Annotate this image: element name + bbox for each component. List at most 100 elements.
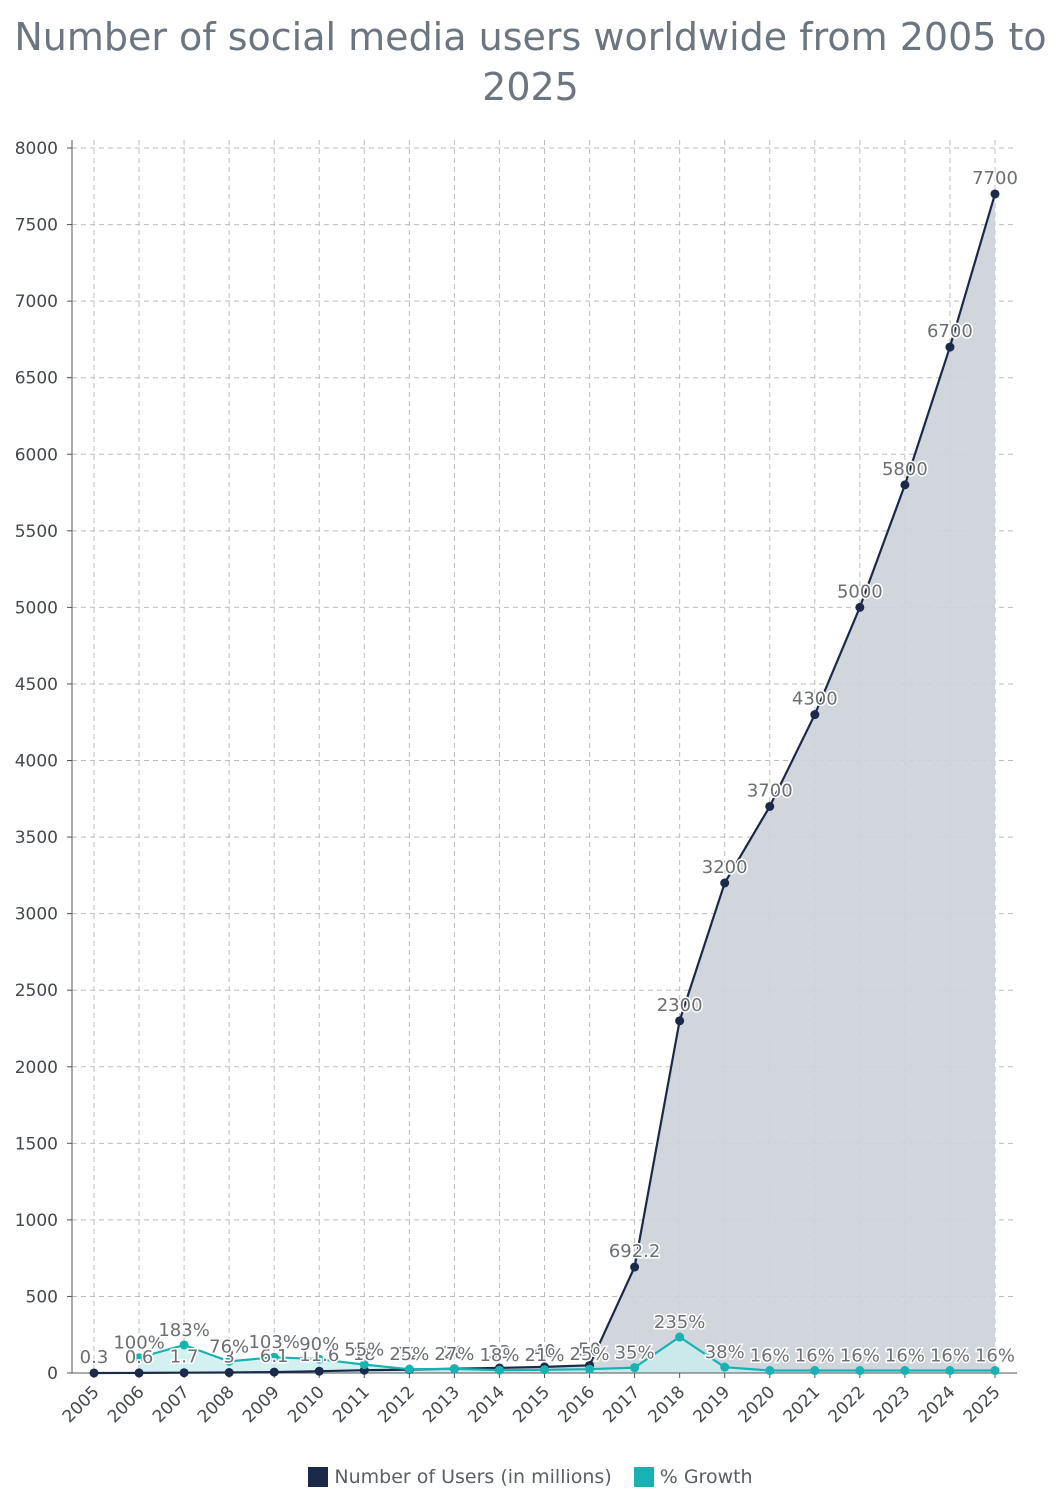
y-tick-label-3: 1500 bbox=[15, 1134, 58, 1154]
data-label-series-1-2006: 100% bbox=[113, 1333, 164, 1354]
y-tick-label-9: 4500 bbox=[15, 675, 58, 695]
x-tick-label-2005: 2005 bbox=[59, 1382, 104, 1427]
point-series-1-2019 bbox=[720, 1362, 730, 1372]
data-label-series-1-2016: 25% bbox=[570, 1344, 610, 1365]
chart-title: Number of social media users worldwide f… bbox=[14, 15, 1047, 109]
point-series-1-2022 bbox=[855, 1366, 865, 1376]
data-label-series-0-2020: 3700 bbox=[747, 780, 793, 801]
x-tick-label-2022: 2022 bbox=[825, 1382, 870, 1427]
point-series-1-2011 bbox=[359, 1360, 369, 1370]
data-label-series-1-2022: 16% bbox=[840, 1346, 880, 1367]
point-series-0-2019 bbox=[720, 878, 730, 888]
point-series-1-2024 bbox=[945, 1366, 955, 1376]
x-tick-label-2015: 2015 bbox=[509, 1382, 554, 1427]
x-tick-label-2016: 2016 bbox=[554, 1382, 599, 1427]
point-series-1-2009 bbox=[269, 1352, 279, 1362]
point-series-0-2018 bbox=[675, 1016, 685, 1026]
y-tick-label-14: 7000 bbox=[15, 292, 58, 312]
x-tick-label-2013: 2013 bbox=[419, 1382, 464, 1427]
data-label-series-1-2015: 21% bbox=[524, 1345, 564, 1366]
data-label-series-0-2006: 0.6 bbox=[125, 1347, 154, 1368]
data-label-series-0-2018: 2300 bbox=[657, 995, 703, 1016]
data-label-series-1-2014: 18% bbox=[479, 1345, 519, 1366]
data-label-series-1-2010: 90% bbox=[299, 1334, 339, 1355]
area-series-0 bbox=[94, 193, 995, 1373]
data-label-series-1-2020: 16% bbox=[750, 1346, 790, 1367]
legend: Number of Users (in millions) % Growth bbox=[0, 1466, 1061, 1488]
y-tick-label-2: 1000 bbox=[15, 1211, 58, 1231]
x-tick-label-2025: 2025 bbox=[960, 1382, 1005, 1427]
point-series-0-2023 bbox=[900, 480, 910, 490]
point-series-0-2021 bbox=[810, 710, 820, 720]
x-tick-label-2024: 2024 bbox=[915, 1382, 960, 1427]
legend-item-users[interactable]: Number of Users (in millions) bbox=[308, 1466, 612, 1488]
point-series-0-2022 bbox=[855, 602, 865, 612]
point-series-0-2007 bbox=[179, 1368, 189, 1378]
data-label-series-0-2024: 6700 bbox=[927, 321, 973, 342]
x-axis-ticks: 2005 2006 2007 2008 2009 2010 2011 2012 2013 2014… bbox=[59, 1373, 1005, 1427]
data-label-series-0-2014: 33 bbox=[488, 1342, 511, 1363]
legend-item-growth[interactable]: % Growth bbox=[633, 1466, 753, 1488]
data-label-series-0-2009: 6.1 bbox=[260, 1346, 289, 1367]
data-label-series-1-2025: 16% bbox=[975, 1346, 1015, 1367]
data-label-series-0-2021: 4300 bbox=[792, 689, 838, 710]
data-label-series-0-2022: 5000 bbox=[837, 581, 883, 602]
x-tick-label-2008: 2008 bbox=[194, 1382, 239, 1427]
data-label-series-1-2018: 235% bbox=[654, 1312, 705, 1333]
data-label-series-0-2013: 28 bbox=[443, 1343, 466, 1364]
x-tick-label-2010: 2010 bbox=[284, 1382, 329, 1427]
data-label-series-0-2007: 1.7 bbox=[170, 1347, 199, 1368]
point-series-0-2009 bbox=[269, 1367, 279, 1377]
y-tick-label-16: 8000 bbox=[15, 139, 58, 159]
data-label-series-0-2023: 5800 bbox=[882, 459, 928, 480]
point-series-1-2013 bbox=[449, 1364, 459, 1374]
legend-label-growth: % Growth bbox=[659, 1466, 753, 1488]
x-tick-label-2017: 2017 bbox=[599, 1382, 644, 1427]
point-series-0-2006 bbox=[134, 1368, 144, 1378]
point-series-1-2021 bbox=[810, 1366, 820, 1376]
y-tick-label-8: 4000 bbox=[15, 752, 58, 772]
data-label-series-0-2025: 7700 bbox=[972, 168, 1018, 189]
y-axis-ticks: 0 500 1000 1500 2000 2500 3000 3500 4000 4500 5000… bbox=[15, 139, 72, 1384]
point-series-0-2017 bbox=[630, 1262, 640, 1272]
data-label-series-1-2011: 55% bbox=[344, 1340, 384, 1361]
point-series-0-2020 bbox=[765, 801, 775, 811]
point-series-1-2006 bbox=[134, 1353, 144, 1363]
point-series-1-2014 bbox=[494, 1365, 504, 1375]
data-label-series-1-2019: 38% bbox=[705, 1342, 745, 1363]
x-tick-label-2006: 2006 bbox=[104, 1382, 149, 1427]
data-label-series-1-2021: 16% bbox=[795, 1346, 835, 1367]
point-series-1-2007 bbox=[179, 1340, 189, 1350]
data-label-series-1-2024: 16% bbox=[930, 1346, 970, 1367]
data-label-series-0-2011: 18 bbox=[353, 1344, 376, 1365]
y-tick-label-15: 7500 bbox=[15, 216, 58, 236]
y-tick-label-6: 3000 bbox=[15, 905, 58, 925]
x-tick-label-2021: 2021 bbox=[780, 1382, 825, 1427]
data-label-series-0-2017: 692.2 bbox=[609, 1241, 661, 1262]
line-series-1 bbox=[138, 1335, 995, 1372]
data-labels: 0.3 0.6 1.7 3 6.1 11.6 18 22 28 33 40 50 692.2 2300 32… bbox=[78, 166, 1019, 1369]
x-tick-label-2009: 2009 bbox=[239, 1382, 284, 1427]
y-tick-label-12: 6000 bbox=[15, 445, 58, 465]
x-tick-label-2014: 2014 bbox=[464, 1382, 509, 1427]
data-label-series-1-2023: 16% bbox=[885, 1346, 925, 1367]
data-label-series-1-2009: 103% bbox=[248, 1332, 299, 1353]
point-series-0-2008 bbox=[224, 1368, 234, 1378]
data-label-series-0-2019: 3200 bbox=[702, 857, 748, 878]
series-points bbox=[89, 189, 1000, 1378]
point-series-1-2017 bbox=[630, 1363, 640, 1373]
x-tick-label-2012: 2012 bbox=[374, 1382, 419, 1427]
data-label-series-1-2012: 25% bbox=[389, 1344, 429, 1365]
y-tick-label-10: 5000 bbox=[15, 598, 58, 618]
y-tick-label-1: 500 bbox=[26, 1287, 58, 1307]
y-tick-label-13: 6500 bbox=[15, 369, 58, 389]
point-series-1-2012 bbox=[404, 1364, 414, 1374]
x-tick-label-2011: 2011 bbox=[329, 1382, 374, 1427]
data-label-series-0-2012: 22 bbox=[398, 1344, 421, 1365]
legend-swatch-growth bbox=[633, 1467, 654, 1487]
y-tick-label-5: 2500 bbox=[15, 981, 58, 1001]
legend-swatch-users bbox=[308, 1467, 329, 1487]
point-series-1-2025 bbox=[990, 1366, 1000, 1376]
legend-label-users: Number of Users (in millions) bbox=[334, 1466, 612, 1488]
data-label-series-0-2010: 11.6 bbox=[299, 1345, 339, 1366]
